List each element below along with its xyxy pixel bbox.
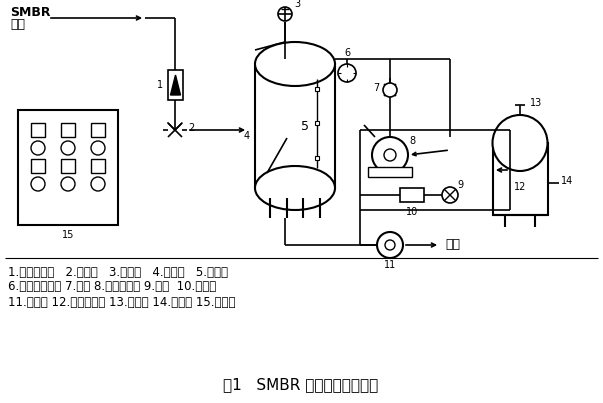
Text: 13: 13 xyxy=(530,98,542,108)
Circle shape xyxy=(61,177,75,191)
Text: 6.电接点压力表 7.闸阀 8.水环真空泵 9.球阀  10.过滤器: 6.电接点压力表 7.闸阀 8.水环真空泵 9.球阀 10.过滤器 xyxy=(8,280,216,293)
Text: 1: 1 xyxy=(157,80,163,90)
Bar xyxy=(315,156,319,160)
Circle shape xyxy=(91,141,105,155)
Text: 6: 6 xyxy=(344,48,350,58)
Text: 10: 10 xyxy=(406,207,418,217)
Text: 出水: 出水 xyxy=(445,239,460,251)
Ellipse shape xyxy=(255,42,335,86)
Circle shape xyxy=(31,177,45,191)
Circle shape xyxy=(61,141,75,155)
Bar xyxy=(400,188,424,202)
Circle shape xyxy=(377,232,403,258)
Polygon shape xyxy=(171,75,180,95)
Bar xyxy=(61,123,75,137)
Bar xyxy=(315,87,319,91)
Circle shape xyxy=(91,177,105,191)
Bar xyxy=(91,123,105,137)
Text: 4: 4 xyxy=(244,131,250,141)
Bar xyxy=(31,159,45,173)
Ellipse shape xyxy=(493,115,548,171)
Bar xyxy=(315,121,319,125)
Text: 11: 11 xyxy=(384,260,396,270)
Text: 15: 15 xyxy=(62,230,74,240)
Circle shape xyxy=(385,240,395,250)
Text: 2: 2 xyxy=(188,123,194,133)
Bar xyxy=(61,159,75,173)
Circle shape xyxy=(338,64,356,82)
Text: 7: 7 xyxy=(373,83,379,93)
Text: SMBR: SMBR xyxy=(10,6,51,19)
Circle shape xyxy=(383,83,397,97)
Bar xyxy=(368,167,412,177)
Text: 8: 8 xyxy=(409,136,415,146)
Circle shape xyxy=(442,187,458,203)
Text: 9: 9 xyxy=(457,180,463,190)
Circle shape xyxy=(278,7,292,21)
Bar xyxy=(255,64,335,188)
Text: 11.出水泵 12.气水分离器 13.排气口 14.放水口 15.电控柜: 11.出水泵 12.气水分离器 13.排气口 14.放水口 15.电控柜 xyxy=(8,295,236,309)
Bar xyxy=(91,159,105,173)
Bar xyxy=(18,110,118,225)
Text: 5: 5 xyxy=(301,120,309,133)
Ellipse shape xyxy=(255,166,335,210)
Bar xyxy=(493,143,548,215)
Circle shape xyxy=(384,149,396,161)
Text: 出水: 出水 xyxy=(10,17,25,31)
Bar xyxy=(31,123,45,137)
Circle shape xyxy=(31,141,45,155)
Text: 12: 12 xyxy=(514,182,526,192)
Text: 3: 3 xyxy=(294,0,300,9)
Text: 14: 14 xyxy=(561,176,573,186)
Text: 图1   SMBR 真空抽水自控系统: 图1 SMBR 真空抽水自控系统 xyxy=(223,378,379,393)
Bar xyxy=(168,70,183,100)
Circle shape xyxy=(372,137,408,173)
Text: 1.转子流量计   2.进水阀   3.放气阀   4.真空罐   5.液位计: 1.转子流量计 2.进水阀 3.放气阀 4.真空罐 5.液位计 xyxy=(8,266,228,278)
